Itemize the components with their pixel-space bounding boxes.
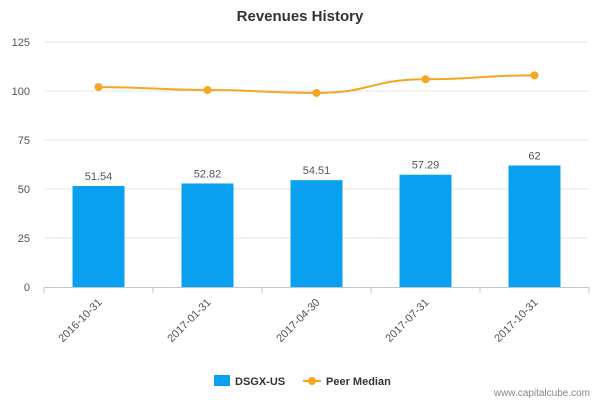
legend-label-peer: Peer Median <box>326 376 391 388</box>
legend-label-dsgx: DSGX-US <box>235 376 285 388</box>
peer-median-point[interactable] <box>312 88 321 97</box>
bar-value-label: 62 <box>528 150 540 162</box>
bar-dsgx[interactable] <box>181 183 234 287</box>
peer-median-point[interactable] <box>203 86 212 95</box>
line-series <box>94 71 539 97</box>
legend-swatch-peer-marker <box>308 377 316 385</box>
peer-median-point[interactable] <box>94 83 103 92</box>
chart-title: Revenues History <box>237 8 364 25</box>
peer-median-point[interactable] <box>530 71 539 80</box>
bar-data-labels: 51.54 52.82 54.51 57.29 62 <box>85 150 541 183</box>
y-tick-label: 100 <box>12 86 30 98</box>
bar-dsgx[interactable] <box>508 165 561 287</box>
bar-dsgx[interactable] <box>72 185 125 287</box>
credit-text: www.capitalcube.com <box>493 388 590 399</box>
x-tick-label: 2017-07-31 <box>383 297 431 345</box>
y-tick-label: 25 <box>18 233 30 245</box>
bar-dsgx[interactable] <box>399 174 452 287</box>
bar-value-label: 54.51 <box>303 165 331 177</box>
bar-value-label: 57.29 <box>412 160 440 172</box>
x-tick-label: 2017-10-31 <box>492 297 540 345</box>
y-tick-label: 50 <box>18 184 30 196</box>
x-tick-label: 2017-04-30 <box>274 297 322 345</box>
y-tick-label: 0 <box>24 282 30 294</box>
legend[interactable]: DSGX-US Peer Median <box>214 375 391 388</box>
x-axis <box>43 287 590 293</box>
peer-median-point[interactable] <box>421 75 430 84</box>
legend-swatch-dsgx <box>214 375 230 386</box>
bar-value-label: 52.82 <box>194 168 222 180</box>
x-axis-ticks: 2016-10-31 2017-01-31 2017-04-30 2017-07-31… <box>56 297 540 345</box>
y-tick-label: 75 <box>18 135 30 147</box>
x-tick-label: 2016-10-31 <box>56 297 104 345</box>
bar-series <box>72 165 561 287</box>
bar-value-label: 51.54 <box>85 171 113 183</box>
bar-dsgx[interactable] <box>290 180 343 287</box>
y-tick-label: 125 <box>12 37 30 49</box>
x-tick-label: 2017-01-31 <box>165 297 213 345</box>
gridlines <box>44 41 589 239</box>
y-axis-ticks: 0 25 50 75 100 125 <box>12 37 30 294</box>
